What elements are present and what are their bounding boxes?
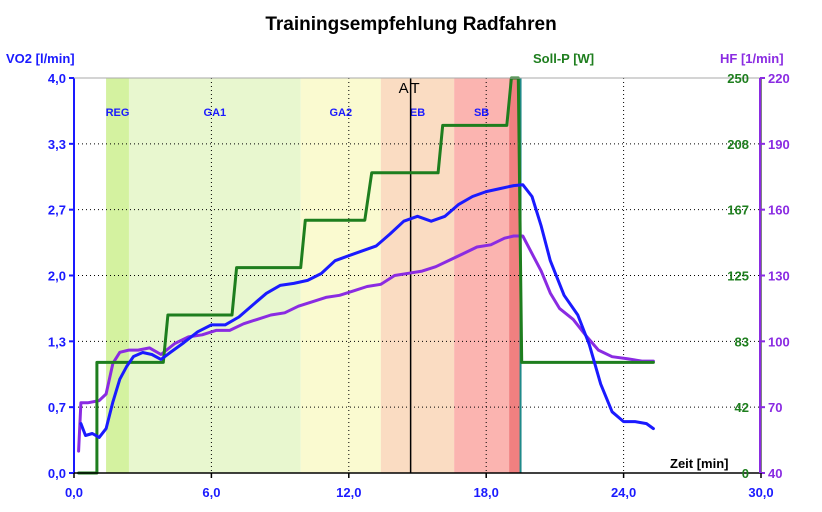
chart-title: Trainingsempfehlung Radfahren: [265, 14, 556, 35]
hr-tick-label: 160: [768, 203, 790, 218]
x-tick-label: 6,0: [202, 485, 220, 500]
hr-tick-label: 70: [768, 400, 782, 415]
vo2-tick-label: 0,7: [48, 400, 66, 415]
hr-tick-label: 100: [768, 334, 790, 349]
power-tick-label: 250: [727, 71, 749, 86]
axes: 0,0 0,7 1,3 2,0 2,7 3,3 4,0 0 42 83 125 167 208 250 40…: [48, 71, 790, 500]
x-tick-label: 0,0: [65, 485, 83, 500]
power-axis-label: Soll-P [W]: [533, 51, 594, 66]
zone-sb-label: SB: [474, 107, 489, 119]
zone-ga1-label: GA1: [204, 107, 227, 119]
power-tick-label: 167: [727, 203, 749, 218]
hr-tick-label: 40: [768, 466, 782, 481]
hr-tick-label: 190: [768, 137, 790, 152]
zone-sb-band: [454, 78, 510, 473]
hr-axis-label: HF [1/min]: [720, 51, 784, 66]
power-tick-label: 125: [727, 269, 749, 284]
vo2-tick-label: 1,3: [48, 334, 66, 349]
x-tick-label: 18,0: [474, 485, 499, 500]
x-tick-label: 30,0: [748, 485, 773, 500]
power-tick-label: 0: [742, 466, 749, 481]
x-axis-label: Zeit [min]: [670, 456, 729, 471]
zone-eb-label: EB: [410, 107, 425, 119]
vo2-tick-label: 3,3: [48, 137, 66, 152]
vo2-tick-label: 4,0: [48, 71, 66, 86]
zone-ga2-label: GA2: [329, 107, 352, 119]
power-tick-label: 208: [727, 137, 749, 152]
x-tick-label: 12,0: [336, 485, 361, 500]
at-marker-label: AT: [399, 80, 423, 97]
hr-series-line: [77, 234, 655, 453]
power-tick-label: 83: [735, 334, 749, 349]
x-tick-label: 24,0: [611, 485, 636, 500]
vo2-axis-label: VO2 [l/min]: [6, 51, 75, 66]
hr-tick-label: 220: [768, 71, 790, 86]
power-tick-label: 42: [735, 400, 749, 415]
zone-reg-label: REG: [106, 107, 130, 119]
vo2-series-line: [79, 183, 655, 439]
vo2-tick-label: 2,7: [48, 203, 66, 218]
hr-tick-label: 130: [768, 269, 790, 284]
zone-ga2-band: [300, 78, 381, 473]
vo2-tick-label: 0,0: [48, 466, 66, 481]
vo2-tick-label: 2,0: [48, 269, 66, 284]
